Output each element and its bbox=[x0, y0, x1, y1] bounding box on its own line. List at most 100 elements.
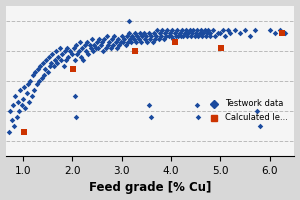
Point bbox=[166, 34, 171, 37]
Point bbox=[188, 28, 192, 31]
Point bbox=[225, 28, 230, 31]
Point bbox=[140, 34, 145, 37]
Point bbox=[135, 34, 140, 37]
Point bbox=[72, 94, 77, 98]
Point bbox=[218, 31, 223, 34]
Point bbox=[30, 73, 35, 76]
Point bbox=[26, 82, 30, 85]
Point bbox=[159, 34, 164, 37]
Point bbox=[156, 37, 161, 40]
Point bbox=[183, 28, 188, 31]
Point bbox=[114, 46, 119, 49]
Point bbox=[50, 52, 55, 55]
Point bbox=[124, 34, 129, 37]
Point bbox=[113, 40, 118, 43]
Point bbox=[18, 88, 23, 91]
Point bbox=[151, 31, 156, 34]
Point bbox=[184, 34, 189, 37]
Point bbox=[181, 34, 186, 37]
Point bbox=[35, 67, 40, 70]
Point bbox=[64, 58, 69, 61]
Point bbox=[164, 34, 168, 37]
Point bbox=[65, 46, 70, 49]
Point bbox=[85, 52, 90, 55]
Point bbox=[134, 40, 139, 43]
Point bbox=[97, 37, 102, 40]
Point bbox=[29, 94, 34, 98]
Point bbox=[163, 31, 167, 34]
Point bbox=[169, 34, 173, 37]
Point bbox=[126, 40, 130, 43]
Point bbox=[158, 31, 163, 34]
Point bbox=[24, 91, 29, 95]
Point bbox=[108, 46, 113, 49]
Point bbox=[172, 31, 177, 34]
Point bbox=[172, 40, 177, 43]
Point bbox=[118, 40, 123, 43]
Point bbox=[95, 46, 100, 49]
Point bbox=[228, 31, 232, 34]
Point bbox=[130, 34, 135, 37]
Point bbox=[92, 43, 97, 46]
Point bbox=[148, 37, 153, 40]
Point bbox=[138, 31, 143, 34]
Point bbox=[94, 40, 99, 43]
Point bbox=[204, 31, 209, 34]
Point bbox=[171, 37, 176, 40]
Point bbox=[186, 31, 191, 34]
Point bbox=[10, 118, 14, 122]
Point bbox=[233, 28, 238, 31]
Point bbox=[75, 52, 80, 55]
Point bbox=[149, 34, 154, 37]
Point bbox=[23, 106, 28, 110]
Point bbox=[277, 28, 282, 31]
Point bbox=[105, 43, 110, 46]
Point bbox=[133, 31, 138, 34]
Point bbox=[103, 46, 108, 49]
Point bbox=[107, 40, 112, 43]
Point bbox=[176, 34, 181, 37]
Point bbox=[127, 19, 131, 22]
Point bbox=[161, 37, 166, 40]
Point bbox=[202, 28, 207, 31]
Point bbox=[145, 40, 150, 43]
Point bbox=[100, 40, 104, 43]
Point bbox=[111, 43, 116, 46]
Point bbox=[16, 100, 20, 104]
Point bbox=[72, 58, 77, 61]
Point bbox=[129, 40, 134, 43]
Point bbox=[101, 49, 106, 52]
Point bbox=[11, 103, 15, 107]
Point bbox=[243, 28, 248, 31]
Point bbox=[74, 115, 79, 119]
X-axis label: Feed grade [% Cu]: Feed grade [% Cu] bbox=[89, 181, 211, 194]
Point bbox=[208, 31, 213, 34]
Point bbox=[211, 28, 215, 31]
Point bbox=[12, 124, 17, 128]
Point bbox=[193, 31, 198, 34]
Point bbox=[40, 61, 45, 64]
Point bbox=[102, 37, 107, 40]
Point bbox=[198, 28, 203, 31]
Point bbox=[191, 28, 196, 31]
Point bbox=[121, 40, 125, 43]
Point bbox=[123, 43, 128, 46]
Point bbox=[13, 94, 18, 98]
Point bbox=[94, 46, 98, 49]
Point bbox=[33, 70, 38, 73]
Point bbox=[132, 37, 136, 40]
Point bbox=[44, 58, 48, 61]
Point bbox=[20, 103, 24, 107]
Point bbox=[74, 43, 79, 46]
Point bbox=[85, 40, 89, 43]
Point bbox=[128, 37, 133, 40]
Point bbox=[119, 34, 124, 37]
Point bbox=[173, 34, 178, 37]
Point bbox=[182, 31, 187, 34]
Point bbox=[59, 58, 64, 61]
Point bbox=[91, 49, 95, 52]
Point bbox=[257, 124, 262, 128]
Point bbox=[253, 28, 257, 31]
Point bbox=[21, 130, 26, 134]
Point bbox=[45, 70, 50, 73]
